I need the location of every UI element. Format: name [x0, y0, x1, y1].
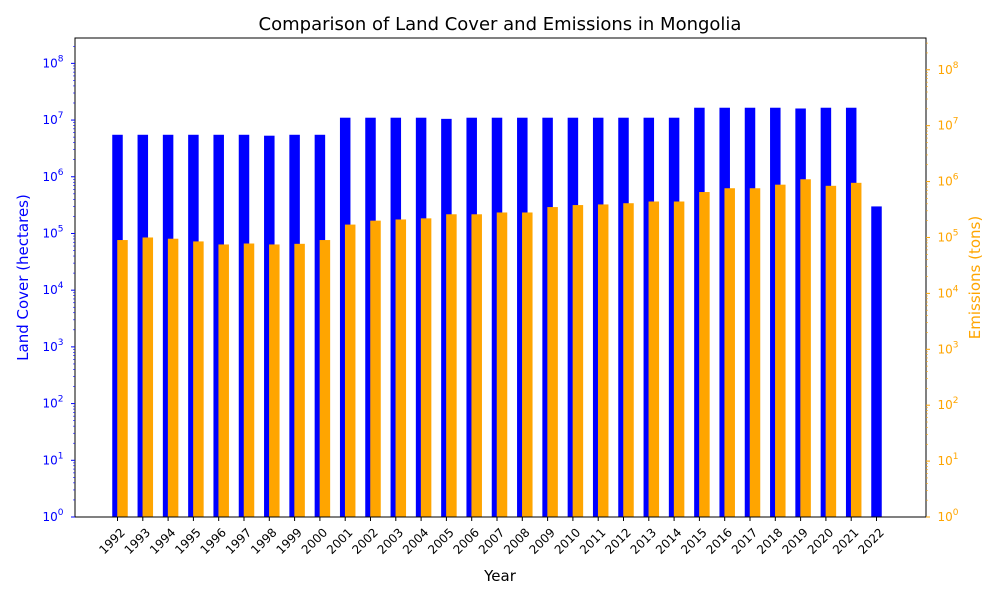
- left-y-axis: 100 101 102 103 104 105 106 107 108: [42, 45, 75, 524]
- emissions-bar-2002: [370, 220, 381, 517]
- right-tick-label-1e3: 103: [937, 340, 958, 356]
- emissions-bar-1996: [218, 244, 229, 517]
- right-tick-label-1e7: 107: [937, 117, 958, 133]
- emissions-bar-2001: [344, 224, 356, 517]
- emissions-bar-1992: [117, 240, 128, 518]
- emissions-bar-2014: [673, 201, 685, 517]
- emissions-bar-1994: [167, 238, 179, 517]
- right-tick-label-1e0: 100: [937, 508, 958, 524]
- emissions-bar-1993: [142, 237, 154, 518]
- left-tick-label-1e7: 107: [42, 111, 63, 127]
- left-tick-label-1e2: 102: [42, 395, 63, 411]
- emissions-bar-2016: [724, 188, 735, 518]
- emissions-bar-2006: [471, 214, 482, 517]
- emissions-bar-2000: [319, 240, 331, 518]
- right-tick-label-1e2: 102: [937, 396, 958, 412]
- emissions-bar-2021: [850, 182, 862, 517]
- left-tick-label-1e6: 106: [42, 168, 63, 184]
- right-y-axis: 100 101 102 103 104 105 106 107 108: [926, 42, 959, 524]
- emissions-bar-2017: [749, 188, 761, 518]
- emissions-bar-2018: [775, 184, 786, 517]
- right-tick-label-1e6: 106: [937, 173, 958, 189]
- left-tick-label-1e8: 108: [42, 54, 63, 70]
- right-tick-label-1e8: 108: [937, 61, 958, 77]
- left-tick-label-1e1: 101: [42, 451, 63, 467]
- emissions-bar-2004: [420, 218, 432, 517]
- x-axis-label: Year: [483, 567, 517, 585]
- emissions-bar-2013: [648, 201, 660, 517]
- bars-layer: [112, 107, 882, 518]
- emissions-bar-2007: [496, 212, 508, 518]
- left-tick-label-1e0: 100: [42, 508, 63, 524]
- right-tick-label-1e1: 101: [937, 452, 958, 468]
- chart-title: Comparison of Land Cover and Emissions i…: [259, 14, 742, 35]
- right-tick-label-1e4: 104: [937, 284, 958, 300]
- emissions-bar-2003: [395, 219, 407, 517]
- left-tick-label-1e4: 104: [42, 281, 63, 297]
- emissions-bar-2009: [547, 207, 558, 517]
- emissions-bar-2019: [800, 179, 811, 517]
- right-tick-label-1e5: 105: [937, 228, 958, 244]
- emissions-bar-2010: [572, 205, 584, 517]
- emissions-bar-2011: [597, 204, 609, 517]
- plot-frame: [74, 37, 927, 518]
- left-tick-label-1e3: 103: [42, 338, 63, 354]
- emissions-bar-2012: [623, 203, 634, 517]
- emissions-bar-1997: [243, 243, 255, 517]
- emissions-bar-2020: [825, 185, 837, 517]
- left-y-axis-label: Land Cover (hectares): [14, 194, 32, 361]
- emissions-bar-1998: [269, 244, 280, 517]
- emissions-bar-2015: [699, 192, 710, 517]
- emissions-bar-1999: [294, 243, 305, 517]
- left-tick-label-1e5: 105: [42, 224, 63, 240]
- emissions-bar-2008: [522, 212, 533, 518]
- right-y-axis-label: Emissions (tons): [966, 216, 984, 339]
- emissions-bar-1995: [193, 241, 204, 518]
- emissions-bar-2005: [446, 214, 457, 517]
- land-cover-bar-2022: [871, 206, 882, 518]
